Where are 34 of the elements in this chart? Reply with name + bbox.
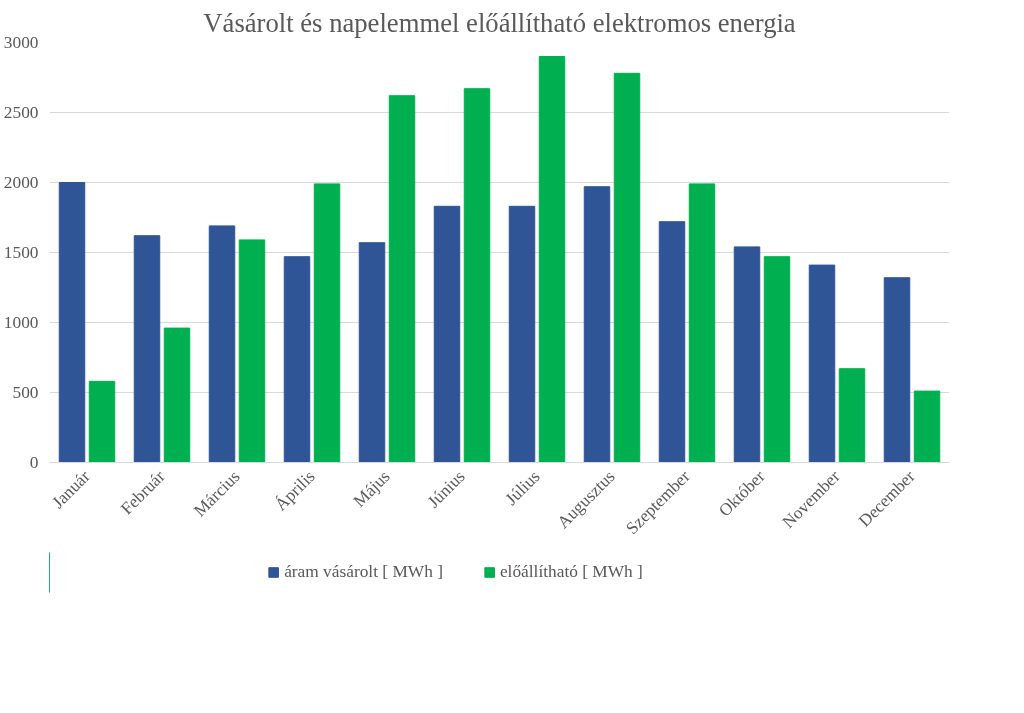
- bar: [283, 256, 311, 463]
- bar: [883, 277, 911, 463]
- bar: [508, 205, 536, 463]
- legend-label: előállítható [ MWh ]: [499, 562, 643, 582]
- bar: [808, 264, 836, 463]
- y-tick-label: 3000: [3, 33, 39, 52]
- bar: [163, 327, 191, 463]
- bar: [763, 256, 791, 463]
- bar: [58, 182, 86, 463]
- bar: [133, 235, 161, 463]
- bar: [538, 56, 566, 463]
- y-tick-label: 0: [29, 453, 39, 472]
- bar: [583, 186, 611, 463]
- bar: [238, 239, 266, 463]
- y-tick-label: 2000: [3, 173, 39, 192]
- y-tick-label: 1000: [3, 313, 39, 332]
- bar: [613, 72, 641, 463]
- bar: [733, 246, 761, 463]
- y-tick-label: 500: [12, 383, 39, 402]
- bar: [208, 225, 236, 463]
- bar: [658, 221, 686, 463]
- bar: [913, 390, 941, 463]
- bar: [838, 368, 866, 463]
- legend-label: áram vásárolt [ MWh ]: [284, 562, 443, 582]
- bar: [433, 205, 461, 463]
- y-tick-label: 1500: [3, 243, 39, 262]
- bar: [313, 183, 341, 463]
- bar: [88, 380, 116, 463]
- bar: [388, 95, 416, 463]
- bar: [688, 183, 716, 463]
- bar: [463, 88, 491, 463]
- bar: [358, 242, 386, 463]
- chart-title: Vásárolt és napelemmel előállítható elektromos energia: [203, 7, 796, 38]
- y-tick-label: 2500: [3, 103, 39, 122]
